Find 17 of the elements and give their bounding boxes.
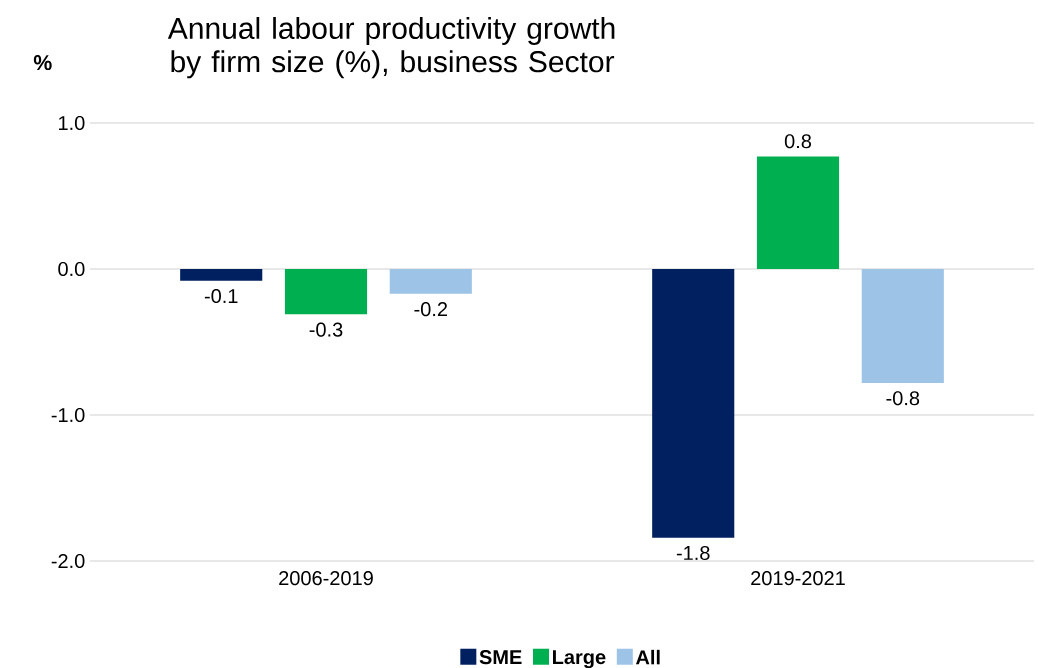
y-axis-title: %: [33, 55, 52, 71]
data-label: 0.8: [784, 134, 812, 149]
y-tick-label: -2.0: [51, 553, 85, 569]
data-label: -0.8: [886, 391, 920, 406]
y-tick-label: 0.0: [58, 261, 85, 277]
chart-title: Annual labour productivity growth by firm size (%), business Sector: [167, 16, 615, 79]
data-label: -0.2: [414, 302, 448, 317]
x-tick-label: 2019-2021: [751, 571, 845, 586]
data-label: -1.8: [676, 545, 710, 561]
legend-label: SME: [479, 650, 522, 665]
y-tick-label: -1.0: [51, 407, 85, 423]
data-label: -0.1: [204, 288, 238, 304]
y-tick-label: 1.0: [59, 115, 85, 131]
x-tick-label: 2006-2019: [279, 571, 373, 586]
legend-label: Large: [553, 650, 606, 668]
legend-label: All: [635, 649, 660, 665]
data-label: -0.3: [309, 322, 343, 337]
